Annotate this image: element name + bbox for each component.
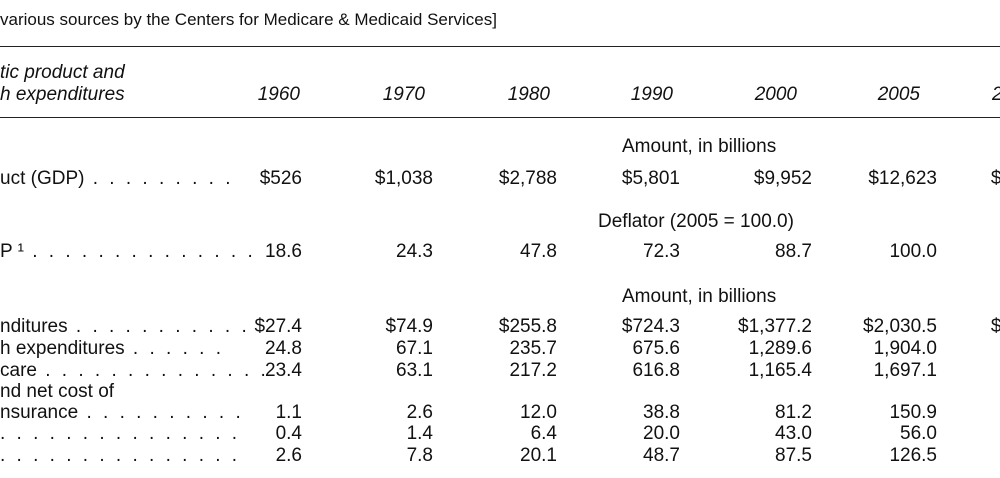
stub-header-line-2: h expenditures — [0, 84, 125, 105]
table-cell: 0.4 — [275, 423, 302, 444]
year-header-1980: 1980 — [507, 84, 550, 105]
table-cell: 12.0 — [520, 402, 557, 423]
year-header-1970: 1970 — [382, 84, 425, 105]
section-gdp-unit: Amount, in billions — [622, 136, 777, 157]
section-deflator-unit: Deflator (2005 = 100.0) — [598, 211, 794, 232]
table-cell: $27.4 — [254, 316, 302, 337]
row-label: uct (GDP) . . . . . . . . . — [0, 168, 233, 190]
table-cell: 2.6 — [406, 402, 433, 423]
table-cell: 67.1 — [396, 338, 433, 359]
table-cell: 150.9 — [889, 402, 937, 423]
row-label-text: nditures — [0, 316, 68, 337]
table-cell: 235.7 — [509, 338, 557, 359]
row-label: . . . . . . . . . . . . . . . — [0, 423, 240, 445]
leader-dots: . . . . . . . . . . . — [67, 316, 250, 337]
table-cell: $12,623 — [868, 168, 937, 189]
table-cell: $255.8 — [498, 316, 557, 337]
row-label: nsurance . . . . . . . . . . — [0, 402, 244, 424]
table-cell: 72.3 — [643, 241, 680, 262]
row-label: nditures . . . . . . . . . . . — [0, 316, 250, 338]
table-cell: 7.8 — [406, 445, 433, 466]
row-label-text: care — [0, 360, 37, 381]
table-cell: 2 — [892, 360, 1000, 382]
table-cell: 1.1 — [275, 402, 302, 423]
row-label-text: nd net cost of — [0, 381, 115, 402]
table-cell: 56.0 — [900, 423, 937, 444]
leader-dots: . . . . . . — [124, 338, 225, 359]
row-label-text: nsurance — [0, 402, 79, 423]
table-cell: 20.1 — [520, 445, 557, 466]
year-header-partial: 2 — [992, 84, 1000, 106]
leader-dots: . . . . . . . . . — [84, 168, 234, 189]
leader-dots: . . . . . . . . . . . . . . — [36, 360, 269, 381]
table-cell: 217.2 — [509, 360, 557, 381]
table-cell: $526 — [259, 168, 302, 189]
table-cell: $2,030.5 — [863, 316, 937, 337]
table-cell: 23.4 — [265, 360, 302, 381]
table-cell: 47.8 — [520, 241, 557, 262]
table-cell: 100.0 — [889, 241, 937, 262]
top-rule — [0, 46, 1000, 47]
row-label-text: h expenditures — [0, 338, 125, 359]
year-header-2005: 2005 — [877, 84, 920, 105]
table-cell: 20.0 — [643, 423, 680, 444]
table-cell: 63.1 — [396, 360, 433, 381]
year-header-2000: 2000 — [754, 84, 797, 105]
table-cell: 43.0 — [775, 423, 812, 444]
year-header-1990: 1990 — [630, 84, 673, 105]
row-label: . . . . . . . . . . . . . . . — [0, 445, 240, 467]
table-cell: 126.5 — [889, 445, 937, 466]
table-cell: 24.8 — [265, 338, 302, 359]
leader-dots: . . . . . . . . . . . . . . . — [0, 445, 241, 466]
table-cell: 2 — [892, 338, 1000, 360]
table-cell: $1,038 — [374, 168, 433, 189]
table-cell: 6.4 — [530, 423, 557, 444]
table-cell: 24.3 — [396, 241, 433, 262]
table-cell: 81.2 — [775, 402, 812, 423]
table-cell: 88.7 — [775, 241, 812, 262]
row-label: nd net cost of — [0, 381, 114, 403]
stub-header-line-1: tic product and — [0, 62, 125, 83]
row-label-text: P ¹ — [0, 241, 24, 262]
table-cell: $5,801 — [621, 168, 680, 189]
year-header-1960: 1960 — [257, 84, 300, 105]
table-cell: $724.3 — [621, 316, 680, 337]
table-cell: 1.4 — [406, 423, 433, 444]
table-cell: $9,952 — [753, 168, 812, 189]
row-label: h expenditures . . . . . . — [0, 338, 224, 360]
row-label: care . . . . . . . . . . . . . . — [0, 360, 269, 382]
table-cell: $2,788 — [498, 168, 557, 189]
table-cell: 87.5 — [775, 445, 812, 466]
table-cell: 1,904.0 — [873, 338, 937, 359]
source-note: various sources by the Centers for Medic… — [0, 10, 497, 29]
row-label-text: uct (GDP) — [0, 168, 85, 189]
row-label: P ¹ . . . . . . . . . . . . . . — [0, 241, 256, 263]
leader-dots: . . . . . . . . . . — [78, 402, 244, 423]
table-cell: $1 — [990, 168, 1000, 189]
table-cell: 48.7 — [643, 445, 680, 466]
table-cell: $74.9 — [385, 316, 433, 337]
table-cell: 675.6 — [632, 338, 680, 359]
leader-dots: . . . . . . . . . . . . . . . — [0, 423, 241, 444]
table-cell: $1,377.2 — [738, 316, 812, 337]
table-cell: $2 — [990, 316, 1000, 337]
table-cell: 38.8 — [643, 402, 680, 423]
table-cell: 616.8 — [632, 360, 680, 381]
table-cell: 1,289.6 — [748, 338, 812, 359]
table-cell: 1,165.4 — [748, 360, 812, 381]
leader-dots: . . . . . . . . . . . . . . — [23, 241, 256, 262]
header-rule — [0, 117, 1000, 118]
section-nhe-unit: Amount, in billions — [622, 286, 777, 307]
table-cell: 1,697.1 — [873, 360, 937, 381]
table-cell: 18.6 — [265, 241, 302, 262]
table-cell: 2.6 — [275, 445, 302, 466]
